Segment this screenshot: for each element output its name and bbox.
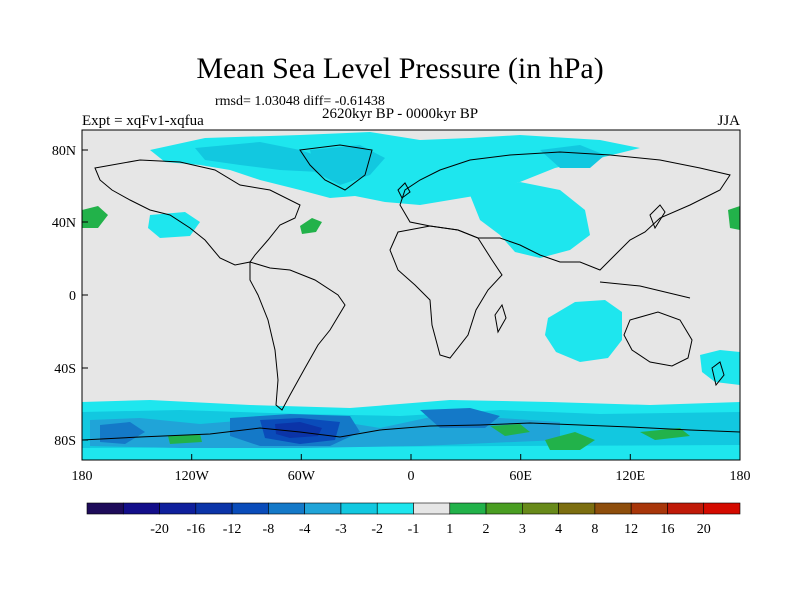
x-axis-labels: 180 120W 60W 0 60E 120E 180 [72,469,751,484]
colorbar-label: -1 [408,522,420,537]
colorbar-label: 3 [519,522,526,537]
x-tick-label: 60E [509,469,532,484]
anomaly-positive-south-c [640,428,690,440]
coast-new-zealand [711,361,725,387]
colorbar-label: -12 [223,522,242,537]
colorbar [86,502,741,515]
coast-uk [397,182,411,199]
colorbar-swatch [376,502,414,515]
anomaly-positive-atlantic [300,218,322,234]
colorbar-swatch [703,502,741,515]
anomaly-siberia-core [540,145,605,168]
anomaly-indian-ocean [545,300,622,362]
colorbar-label: -16 [186,522,205,537]
colorbar-swatch [522,502,559,515]
colorbar-label: -4 [299,522,311,537]
colorbar-swatch [340,502,378,515]
y-tick-label: 80S [54,434,76,449]
colorbar-swatch [630,502,668,515]
coast-south-america [249,261,346,411]
colorbar-swatch [195,502,233,515]
colorbar-label: -20 [150,522,169,537]
chart-title: Mean Sea Level Pressure (in hPa) [196,52,604,85]
tick-marks [81,149,741,460]
coast-antarctica [82,422,740,441]
anomaly-asia-lobe [470,182,590,258]
colorbar-label: 12 [624,522,638,537]
colorbar-label: 8 [591,522,598,537]
coast-australia [623,311,693,367]
coast-japan [649,204,666,230]
colorbar-swatch [485,502,523,515]
experiment-label: Expt = xqFv1-xqfua [82,113,204,129]
coast-eurasia [399,151,731,271]
coastlines [82,144,740,441]
colorbar-label: -2 [371,522,383,537]
colorbar-swatch [122,502,160,515]
anomaly-positive-south-d [168,434,202,444]
anomaly-positive-south-b [490,424,530,436]
anomaly-southern-core [275,422,322,438]
colorbar-swatch [304,502,342,515]
coast-greenland [299,144,373,191]
anomaly-pacific-east [700,350,740,385]
anomaly-arctic-core [195,142,330,172]
y-tick-label: 40S [54,362,76,377]
anomaly-positive-pacific-nw [82,206,108,228]
x-tick-label: 180 [730,469,751,484]
anomaly-south-atlantic-deep [420,408,500,428]
colorbar-label: 20 [697,522,711,537]
colorbar-label: 16 [660,522,674,537]
coast-madagascar [494,303,507,334]
x-tick-label: 60W [288,469,316,484]
colorbar-swatch [413,502,451,515]
colorbar-swatch [449,502,487,515]
y-axis-labels: 80N 40N 0 40S 80S [52,144,76,449]
colorbar-label: -8 [263,522,275,537]
x-tick-label: 120W [175,469,210,484]
map-panel [82,130,740,460]
y-tick-label: 40N [52,216,76,231]
anomaly-positive-pacific-ne [728,206,740,230]
anomaly-positive-south-a [545,432,595,450]
coast-indonesia [599,281,691,299]
anomaly-greenland-core [310,145,385,185]
colorbar-swatch [231,502,269,515]
period-label: 2620kyr BP - 0000kyr BP [321,106,479,122]
colorbar-swatch [558,502,596,515]
x-tick-label: 0 [408,469,415,484]
colorbar-swatch [159,502,197,515]
colorbar-label: 2 [483,522,490,537]
y-tick-label: 0 [69,289,76,304]
colorbar-swatch [667,502,705,515]
anomaly-atlantic-lobe [148,212,200,238]
coast-north-america [94,159,301,266]
colorbar-swatch [594,502,632,515]
colorbar-label: -3 [335,522,347,537]
colorbar-labels: -20 -16 -12 -8 -4 -3 -2 -1 1 2 3 4 8 12 16 20 [150,522,711,537]
colorbar-label: 4 [555,522,562,537]
colorbar-swatch [268,502,305,515]
x-tick-label: 180 [72,469,93,484]
colorbar-label: 1 [446,522,453,537]
y-tick-label: 80N [52,144,76,159]
x-tick-label: 120E [616,469,646,484]
colorbar-swatch [86,502,124,515]
season-label: JJA [717,113,740,129]
stats-line: rmsd= 1.03048 diff= -0.61438 [215,94,385,109]
